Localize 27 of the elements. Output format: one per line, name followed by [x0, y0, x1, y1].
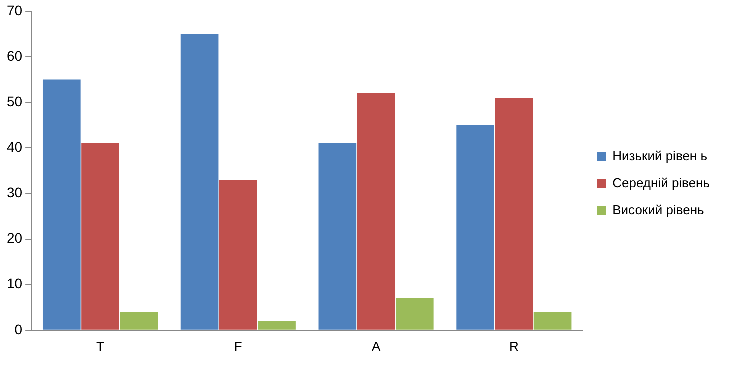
bar [258, 321, 296, 330]
bar [318, 144, 357, 330]
y-tick-label: 50 [6, 93, 23, 110]
y-tick-label: 40 [6, 138, 23, 155]
bar [180, 34, 219, 330]
y-tick-label: 30 [6, 184, 23, 201]
y-tick-label: 70 [6, 2, 23, 18]
bar [396, 298, 434, 330]
x-tick-label: A [372, 338, 381, 354]
x-tick-label: R [509, 338, 519, 354]
bar [42, 80, 81, 330]
bar [534, 312, 572, 330]
x-tick-label: F [234, 338, 242, 354]
bar [82, 144, 120, 330]
bar [357, 93, 396, 330]
y-tick-label: 20 [6, 230, 23, 246]
bar [120, 312, 158, 330]
y-tick-label: 0 [14, 321, 23, 338]
y-tick-label: 60 [6, 48, 23, 64]
legend-label: Низький рівен ь [612, 148, 708, 164]
bar [219, 180, 258, 330]
bar [495, 98, 534, 330]
legend-label: Високий рівень [612, 202, 705, 218]
legend-label: Середній рівень [612, 176, 710, 191]
bar [456, 125, 494, 330]
x-tick-label: T [96, 338, 105, 354]
y-tick-label: 10 [6, 276, 23, 292]
